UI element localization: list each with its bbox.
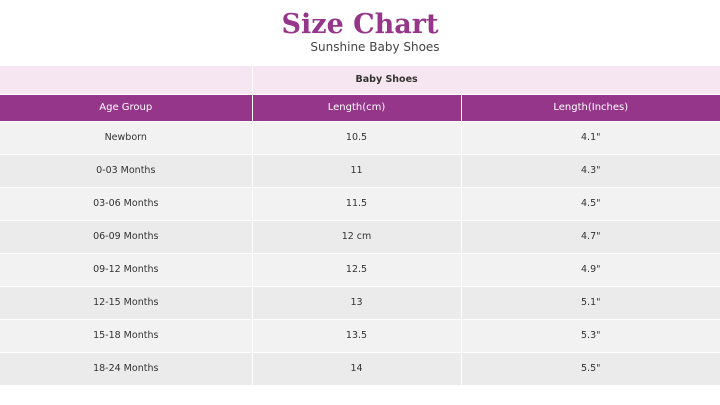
table-row: Newborn 10.5 4.1" — [0, 121, 720, 155]
table-row: 03-06 Months 11.5 4.5" — [0, 187, 720, 221]
length-inches-cell: 4.7" — [460, 220, 720, 254]
column-header-row: Age Group Length(cm) Length(Inches) — [0, 94, 720, 122]
length-cm-cell: 11.5 — [251, 187, 461, 221]
length-inches-cell: 5.3" — [460, 319, 720, 353]
length-cm-cell: 13 — [251, 286, 461, 320]
age-group-cell: 09-12 Months — [0, 253, 252, 287]
length-inches-cell: 4.9" — [460, 253, 720, 287]
column-header-age-group: Age Group — [0, 94, 252, 122]
age-group-cell: 0-03 Months — [0, 154, 252, 188]
page-subtitle: Sunshine Baby Shoes — [310, 40, 440, 54]
age-group-cell: Newborn — [0, 121, 252, 155]
column-header-length-inches: Length(Inches) — [460, 94, 720, 122]
table-row: 06-09 Months 12 cm 4.7" — [0, 220, 720, 254]
table-row: 09-12 Months 12.5 4.9" — [0, 253, 720, 287]
length-inches-cell: 4.3" — [460, 154, 720, 188]
group-label: Baby Shoes — [251, 66, 720, 95]
table-row: 15-18 Months 13.5 5.3" — [0, 319, 720, 353]
length-cm-cell: 12 cm — [251, 220, 461, 254]
age-group-cell: 12-15 Months — [0, 286, 252, 320]
length-cm-cell: 11 — [251, 154, 461, 188]
age-group-cell: 18-24 Months — [0, 352, 252, 386]
length-inches-cell: 5.5" — [460, 352, 720, 386]
length-inches-cell: 4.1" — [460, 121, 720, 155]
length-inches-cell: 4.5" — [460, 187, 720, 221]
group-empty-cell — [0, 66, 252, 95]
length-cm-cell: 12.5 — [251, 253, 461, 287]
table-row: 18-24 Months 14 5.5" — [0, 352, 720, 386]
size-chart-table: Baby Shoes Age Group Length(cm) Length(I… — [0, 66, 720, 386]
length-cm-cell: 10.5 — [251, 121, 461, 155]
age-group-cell: 06-09 Months — [0, 220, 252, 254]
length-cm-cell: 13.5 — [251, 319, 461, 353]
age-group-cell: 15-18 Months — [0, 319, 252, 353]
age-group-cell: 03-06 Months — [0, 187, 252, 221]
length-inches-cell: 5.1" — [460, 286, 720, 320]
table-row: 12-15 Months 13 5.1" — [0, 286, 720, 320]
column-header-length-cm: Length(cm) — [251, 94, 461, 122]
page-title: Size Chart — [281, 9, 439, 40]
table-row: 0-03 Months 11 4.3" — [0, 154, 720, 188]
length-cm-cell: 14 — [251, 352, 461, 386]
group-header-row: Baby Shoes — [0, 66, 720, 95]
